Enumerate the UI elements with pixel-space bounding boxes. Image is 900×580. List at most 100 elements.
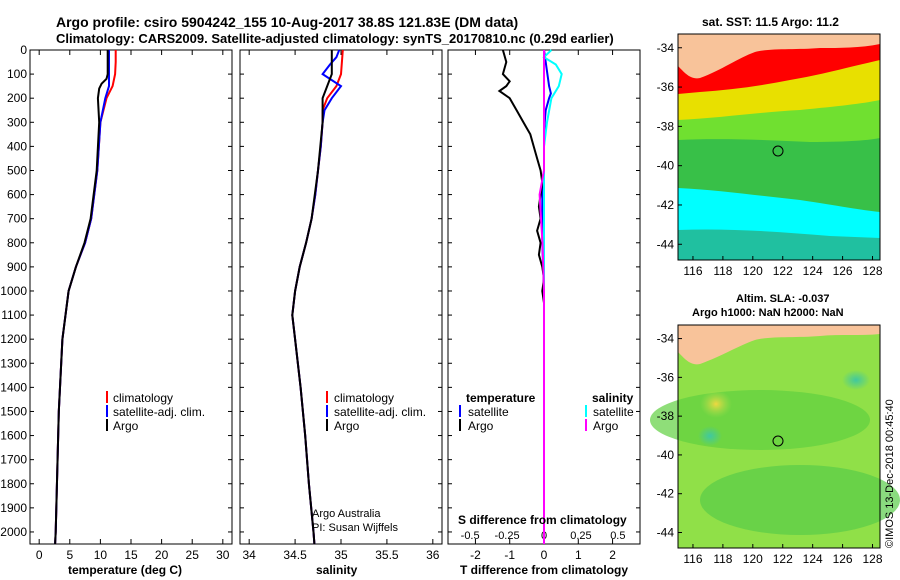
series-line-climatology (291, 49, 344, 545)
depth-tick-label: 1600 (0, 429, 27, 443)
depth-tick-label: 300 (7, 115, 27, 129)
depth-tick-label: 1300 (0, 356, 27, 370)
legend-swatch-t-argo (459, 419, 461, 431)
longitude-tick-label: 124 (803, 264, 823, 278)
longitude-tick-label: 128 (863, 552, 883, 566)
latitude-tick-label: -42 (657, 198, 675, 212)
depth-tick-label: 0 (20, 43, 27, 57)
sla-map (650, 324, 900, 549)
depth-tick-label: 900 (7, 260, 27, 274)
depth-tick-label: 1900 (0, 501, 27, 515)
legend-heading-salinity: salinity (592, 391, 634, 405)
sla-map-axes: -34 -36 -38 -40 -42 -44 116 118 120 122 124 126 128 (657, 332, 883, 566)
depth-axis: 0 100 200 300 400 500 600 700 800 900 1000 1100 1200… (0, 43, 27, 539)
series-line-satellite-adj-clim- (291, 49, 343, 545)
longitude-tick-label: 122 (773, 552, 793, 566)
sst-map-axes: -34 -36 -38 -40 -42 -44 116 118 120 122 124 126 128 (657, 41, 883, 278)
longitude-tick-label: 124 (803, 552, 823, 566)
x-tick-label: 20 (155, 548, 169, 562)
legend-swatch-s-satellite (585, 405, 587, 417)
depth-tick-label: 1800 (0, 477, 27, 491)
legend-label-satellite: satellite-adj. clim. (113, 405, 205, 419)
sla-map-frame (677, 324, 881, 549)
imos-credit: ©IMOS 13-Dec-2018 00:45:40 (884, 399, 896, 548)
legend-label-argo: Argo (334, 419, 360, 433)
legend-label-argo: Argo (113, 419, 139, 433)
x-tick-label: -1 (504, 548, 515, 562)
x-tick-label: 36 (426, 548, 440, 562)
depth-tick-label: 1000 (0, 284, 27, 298)
sla-land (678, 325, 880, 365)
sst-map (677, 33, 881, 261)
legend-label-climatology: climatology (334, 391, 394, 405)
longitude-tick-label: 128 (863, 264, 883, 278)
depth-tick-label: 1200 (0, 332, 27, 346)
salinity-legend: climatology satellite-adj. clim. Argo Ar… (312, 391, 426, 534)
figure-title-line1: Argo profile: csiro 5904242_155 10-Aug-2… (56, 14, 518, 30)
x-tick-label: 35.5 (375, 548, 399, 562)
legend-swatch-climatology (106, 391, 108, 403)
depth-tick-label: 2000 (0, 525, 27, 539)
legend-swatch-satellite (326, 405, 328, 417)
x-tick-label: 30 (216, 548, 230, 562)
latitude-tick-label: -36 (657, 370, 675, 384)
legend-swatch-climatology (326, 391, 328, 403)
depth-tick-label: 600 (7, 188, 27, 202)
legend-swatch-argo (326, 419, 328, 431)
x-tick-label: 2 (609, 548, 616, 562)
sst-field-teal (678, 229, 880, 260)
longitude-tick-label: 118 (713, 552, 732, 566)
depth-tick-label: 1500 (0, 404, 27, 418)
series-line-salinity-satellite (542, 49, 563, 544)
longitude-tick-label: 122 (773, 264, 793, 278)
legend-label-s-satellite: satellite (593, 405, 634, 419)
latitude-tick-label: -44 (657, 237, 675, 251)
depth-tick-label: 800 (7, 236, 27, 250)
sla-high-anomaly (700, 390, 732, 418)
sla-band (700, 465, 900, 535)
legend-swatch-argo (106, 419, 108, 431)
series-line-salinity-argo (538, 50, 545, 544)
depth-tick-label: 1100 (1, 308, 27, 322)
legend-label-satellite: satellite-adj. clim. (334, 405, 426, 419)
longitude-tick-label: 120 (743, 552, 763, 566)
longitude-tick-label: 116 (683, 264, 702, 278)
temperature-axis-label: temperature (deg C) (68, 563, 182, 577)
depth-tick-label: 700 (7, 212, 27, 226)
depth-tick-label: 1400 (0, 380, 27, 394)
x-tick-label: 34.5 (283, 548, 307, 562)
panel-ticks: 0 5 10 15 20 25 30 34 34.5 35 35.5 36 -2 -1 0 1 2 -0.5 -0.… (30, 49, 640, 562)
depth-tick-label: 1700 (0, 453, 27, 467)
longitude-tick-label: 120 (743, 264, 763, 278)
x-tick-label: 25 (186, 548, 200, 562)
argo-position-marker (772, 435, 784, 447)
sst-map-frame (677, 33, 881, 261)
latitude-tick-label: -38 (657, 409, 675, 423)
longitude-tick-label: 126 (833, 264, 853, 278)
legend-swatch-satellite (106, 405, 108, 417)
s-difference-tick-label: -0.25 (495, 530, 520, 542)
sla-low-anomaly (698, 426, 722, 446)
sla-band (650, 390, 870, 450)
x-tick-label: 5 (66, 548, 73, 562)
legend-label-t-satellite: satellite (468, 405, 509, 419)
temperature-panel-frame (29, 49, 233, 545)
salinity-axis-label: salinity (316, 563, 358, 577)
legend-swatch-t-satellite (459, 405, 461, 417)
legend-heading-temperature: temperature (466, 391, 536, 405)
latitude-tick-label: -34 (657, 41, 675, 55)
latitude-tick-label: -40 (657, 159, 675, 173)
sst-map-title: sat. SST: 11.5 Argo: 11.2 (702, 15, 839, 29)
t-difference-axis-label: T difference from climatology (460, 563, 628, 577)
depth-tick-label: 100 (7, 67, 27, 81)
longitude-tick-label: 126 (833, 552, 853, 566)
legend-label-t-argo: Argo (468, 419, 494, 433)
s-difference-axis-label: S difference from climatology (458, 513, 627, 527)
x-tick-label: 15 (124, 548, 138, 562)
latitude-tick-label: -36 (657, 80, 675, 94)
series-line-satellite-adj-clim- (54, 50, 110, 545)
temperature-legend: climatology satellite-adj. clim. Argo (106, 391, 205, 433)
sla-map-subtitle: Argo h1000: NaN h2000: NaN (692, 307, 844, 319)
latitude-tick-label: -34 (657, 332, 675, 346)
